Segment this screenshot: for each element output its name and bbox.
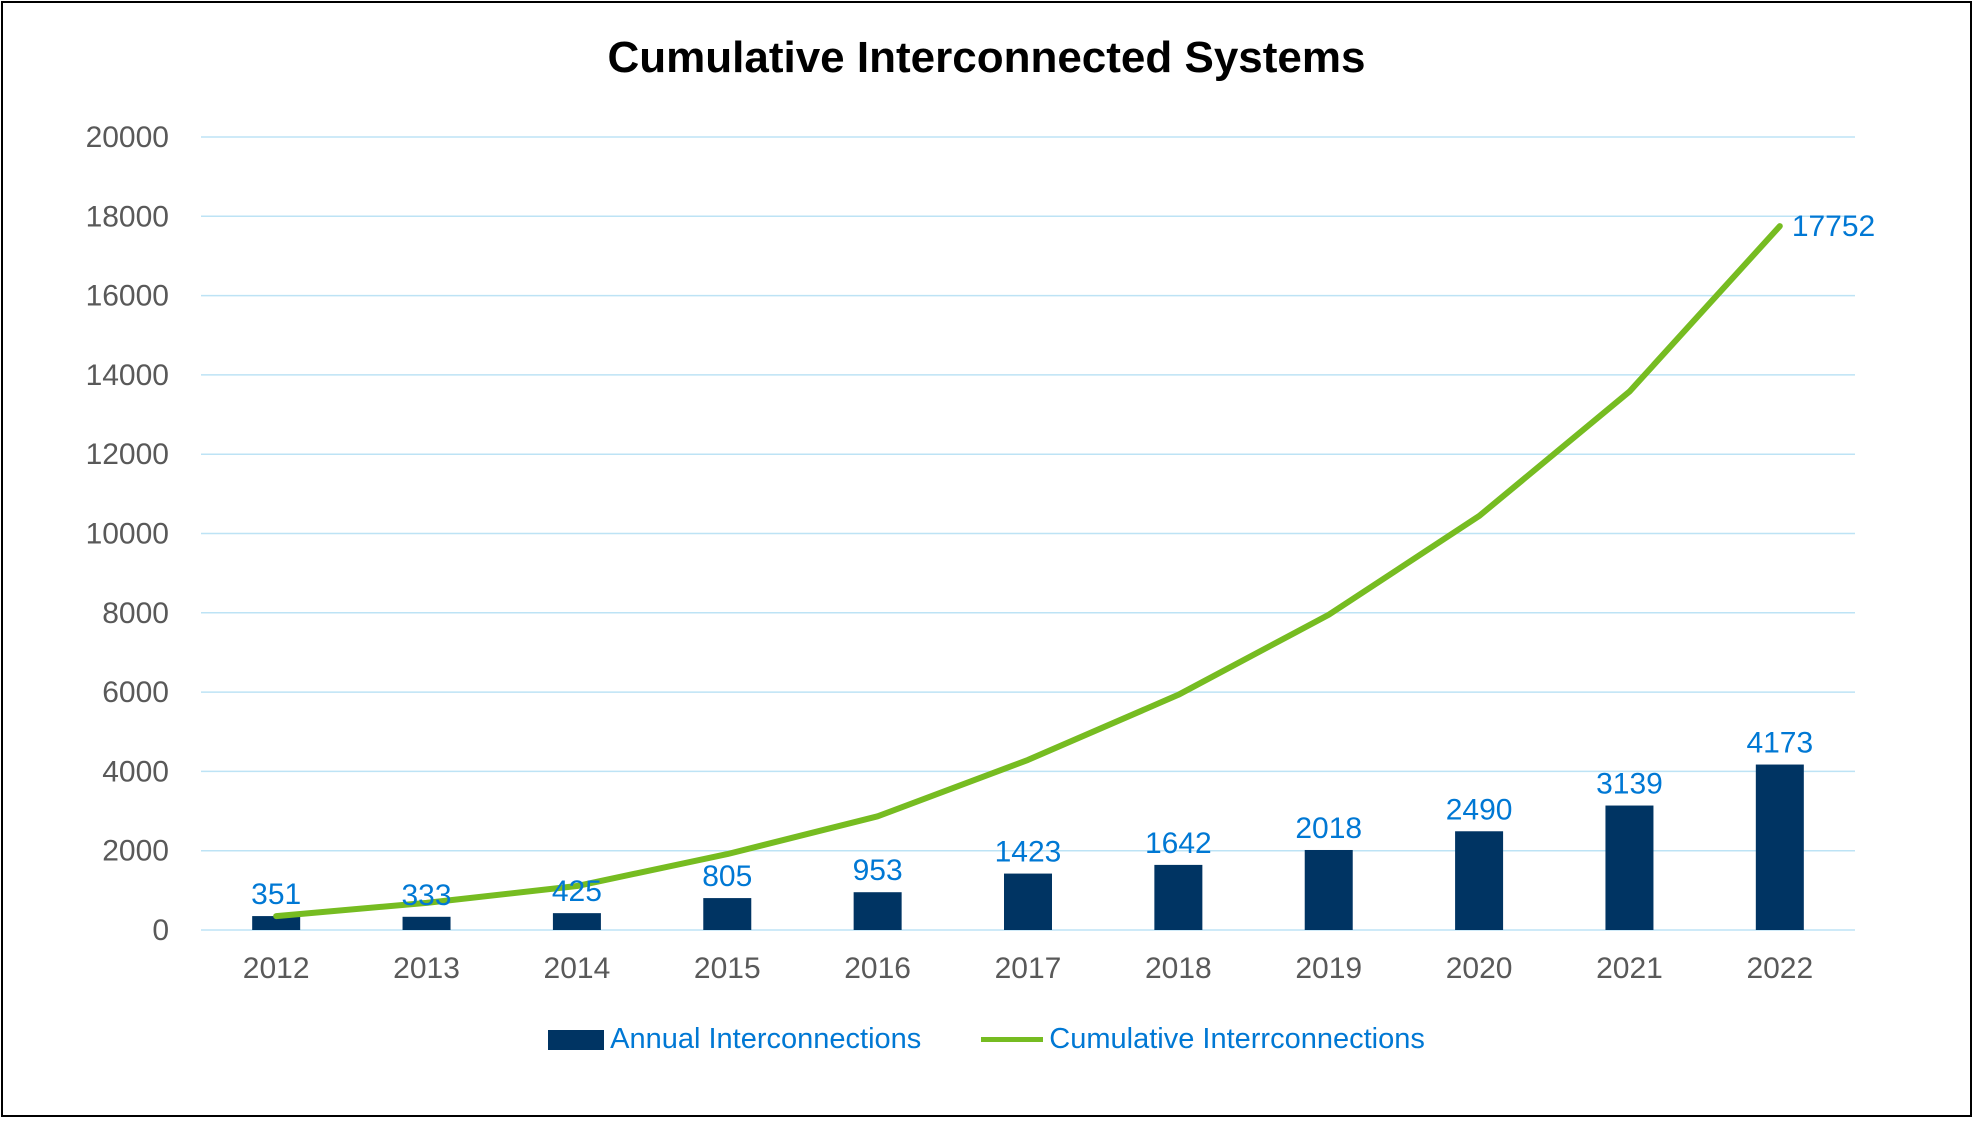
bar-data-label: 333 bbox=[402, 879, 452, 912]
bar bbox=[252, 916, 301, 930]
legend-bar-swatch-icon bbox=[548, 1029, 605, 1050]
bar-data-label: 1642 bbox=[1145, 827, 1212, 860]
y-tick-label: 20000 bbox=[86, 121, 169, 154]
y-tick-label: 4000 bbox=[102, 755, 169, 788]
bar-data-label: 351 bbox=[251, 878, 301, 911]
bar bbox=[1455, 831, 1504, 930]
legend: Annual Interconnections Cumulative Inter… bbox=[3, 1023, 1970, 1056]
line-data-label: 17752 bbox=[1792, 210, 1875, 243]
y-tick-label: 10000 bbox=[86, 518, 169, 551]
x-tick-label: 2017 bbox=[995, 952, 1062, 985]
bar-data-label: 3139 bbox=[1596, 768, 1663, 801]
bar bbox=[1755, 764, 1804, 930]
y-tick-label: 8000 bbox=[102, 597, 169, 630]
x-tick-label: 2018 bbox=[1145, 952, 1212, 985]
bar bbox=[402, 916, 451, 930]
y-tick-label: 14000 bbox=[86, 359, 169, 392]
bar bbox=[703, 898, 752, 930]
y-tick-label: 18000 bbox=[86, 200, 169, 233]
bar-data-label: 1423 bbox=[995, 836, 1062, 869]
x-tick-label: 2015 bbox=[694, 952, 761, 985]
x-tick-label: 2019 bbox=[1295, 952, 1362, 985]
bar-data-label: 2018 bbox=[1295, 812, 1362, 845]
x-tick-label: 2013 bbox=[393, 952, 460, 985]
x-tick-label: 2012 bbox=[243, 952, 310, 985]
legend-label-cumulative: Cumulative Interrconnections bbox=[1049, 1023, 1425, 1055]
bar-data-label: 805 bbox=[702, 860, 752, 893]
bar bbox=[552, 913, 601, 930]
chart-title: Cumulative Interconnected Systems bbox=[607, 33, 1366, 82]
y-tick-label: 12000 bbox=[86, 438, 169, 471]
y-tick-label: 2000 bbox=[102, 835, 169, 868]
legend-line-swatch-icon bbox=[981, 1037, 1044, 1042]
bar bbox=[1004, 873, 1052, 930]
x-tick-label: 2016 bbox=[844, 952, 911, 985]
legend-label-annual: Annual Interconnections bbox=[610, 1023, 922, 1055]
bar-data-label: 4173 bbox=[1746, 727, 1813, 760]
y-tick-label: 6000 bbox=[102, 676, 169, 709]
y-tick-label: 0 bbox=[152, 914, 169, 947]
legend-item-cumulative: Cumulative Interrconnections bbox=[981, 1023, 1425, 1056]
bar bbox=[1605, 805, 1654, 930]
x-tick-label: 2020 bbox=[1446, 952, 1513, 985]
x-tick-label: 2014 bbox=[544, 952, 611, 985]
bar bbox=[853, 892, 902, 930]
bar bbox=[1154, 864, 1203, 930]
bar bbox=[1304, 849, 1353, 930]
x-tick-label: 2022 bbox=[1746, 952, 1813, 985]
cumulative-line bbox=[273, 223, 1783, 920]
bar-data-label: 2490 bbox=[1446, 793, 1513, 826]
chart-plot: 0 2000 4000 6000 8000 10000 12000 14000 16000 180… bbox=[86, 121, 1876, 985]
x-tick-label: 2021 bbox=[1596, 952, 1663, 985]
legend-item-annual: Annual Interconnections bbox=[548, 1023, 921, 1056]
bar-data-label: 953 bbox=[853, 854, 903, 887]
y-tick-label: 16000 bbox=[86, 280, 169, 313]
bar-data-label: 425 bbox=[552, 875, 602, 908]
